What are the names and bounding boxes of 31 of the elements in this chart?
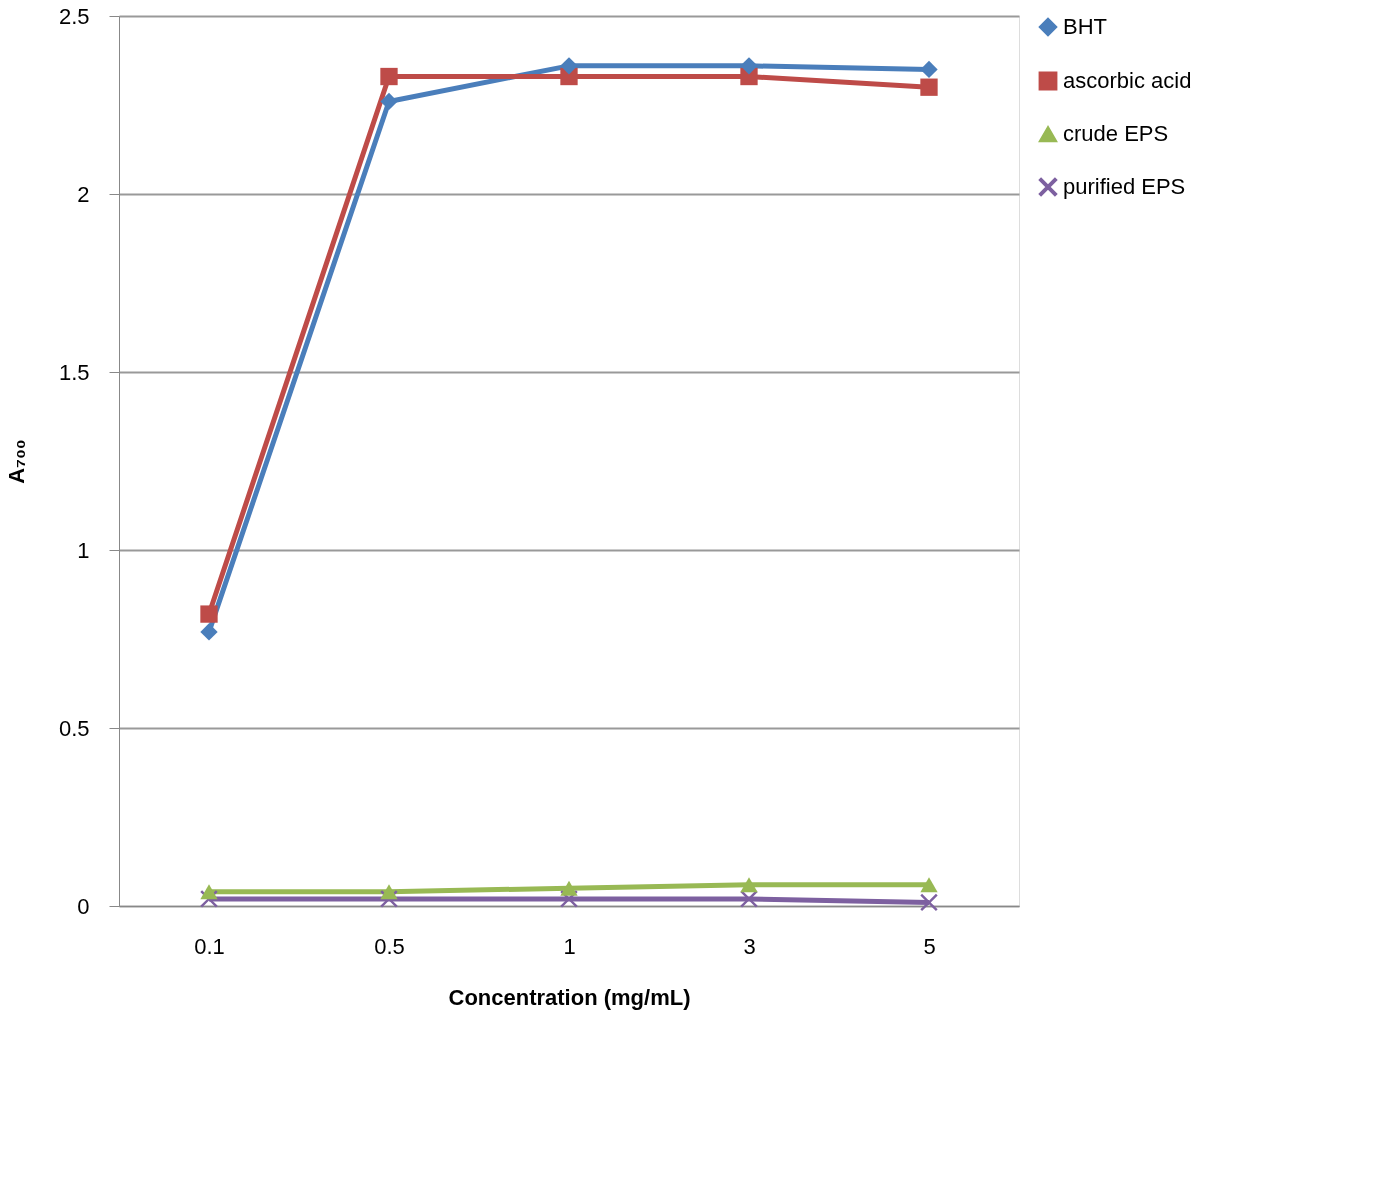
point <box>920 893 938 912</box>
legend-label: ascorbic acid <box>1063 68 1192 93</box>
legend-label: BHT <box>1063 14 1107 39</box>
point <box>920 60 938 79</box>
legend-label: crude EPS <box>1063 121 1169 146</box>
point <box>740 877 758 893</box>
y-tick-label: 0 <box>77 893 90 919</box>
point <box>560 57 578 75</box>
point <box>200 623 218 641</box>
point <box>920 877 938 893</box>
point <box>920 78 938 96</box>
x-tick-label: 0.1 <box>194 933 225 959</box>
legend-label: purified EPS <box>1063 174 1186 199</box>
point <box>740 57 758 75</box>
x-tick-label: 3 <box>743 933 756 959</box>
point <box>560 880 578 896</box>
point <box>200 605 218 623</box>
y-tick-label: 1.5 <box>58 359 90 385</box>
point <box>200 884 218 900</box>
point <box>380 67 398 86</box>
y-tick-label: 2.5 <box>58 3 90 29</box>
x-tick-label: 5 <box>923 933 936 959</box>
x-axis-title: Concentration (mg/mL) <box>448 984 691 1010</box>
y-tick-label: 1 <box>77 537 90 563</box>
y-axis-title: A₇₀₀ <box>3 439 29 484</box>
x-tick-label: 1 <box>563 933 576 959</box>
y-tick-label: 2 <box>77 181 90 207</box>
point <box>380 884 398 900</box>
x-tick-label: 0.5 <box>374 933 405 959</box>
y-tick-label: 0.5 <box>58 715 90 741</box>
point <box>380 92 398 111</box>
